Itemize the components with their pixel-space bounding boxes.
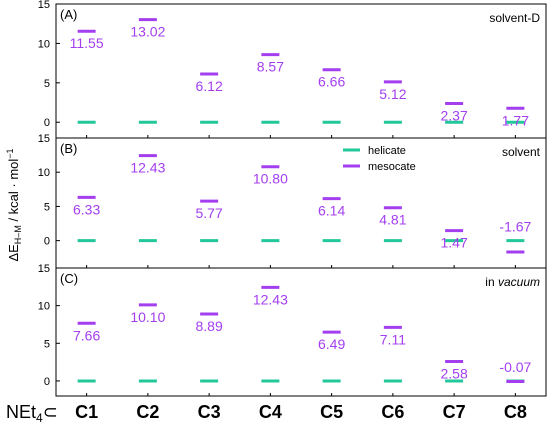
panel-label: (B) <box>60 141 77 156</box>
x-category-C5: C5 <box>320 402 343 422</box>
y-tick-label: 5 <box>44 338 50 350</box>
x-prefix-symbol: ⊂ <box>43 402 58 422</box>
y-tick-label: 15 <box>38 133 50 145</box>
y-tick-label: 10 <box>38 167 50 179</box>
x-prefix-label: NEt4⊂ <box>6 402 58 425</box>
y-tick-label: 15 <box>38 0 50 11</box>
value-label-C6: 4.81 <box>379 212 406 228</box>
x-category-C1: C1 <box>75 402 98 422</box>
value-label-C3: 5.77 <box>196 205 223 221</box>
value-label-C2: 10.10 <box>130 309 165 325</box>
panel-2: 0 5 10 15 (B) solvent 6.33 12.43 5.77 10.80 6.14 4.… <box>38 133 547 269</box>
y-tick-label: 0 <box>44 376 50 388</box>
value-label-C8: 1.77 <box>502 112 529 128</box>
panel-frame <box>55 137 547 269</box>
value-label-C3: 6.12 <box>196 78 223 94</box>
x-category-C6: C6 <box>381 402 404 422</box>
panel-condition-label: solvent <box>502 145 541 159</box>
value-label-C4: 8.57 <box>257 59 284 75</box>
value-label-C1: 6.33 <box>73 201 100 217</box>
panel-3: 0 5 10 15 (C) in vacuum 7.66 10.10 8.89 12.43 6.49… <box>38 263 547 397</box>
y-tick-label: 5 <box>44 201 50 213</box>
y-axis-label-sub: H–M <box>13 225 23 244</box>
y-axis-label-unit: / kcal · mol <box>6 159 21 226</box>
y-tick-label: 15 <box>38 263 50 275</box>
x-category-C8: C8 <box>504 402 527 422</box>
x-category-C4: C4 <box>259 402 282 422</box>
legend-mesocate-label: mesocate <box>368 161 416 173</box>
y-axis-label-sup: −1 <box>5 148 15 158</box>
panel-condition-label: in vacuum <box>485 275 540 289</box>
x-prefix-sub: 4 <box>36 411 43 425</box>
value-label-C2: 12.43 <box>130 160 165 176</box>
y-tick-label: 0 <box>44 236 50 248</box>
y-tick-label: 10 <box>38 38 50 50</box>
value-label-C4: 10.80 <box>253 171 288 187</box>
x-category-C7: C7 <box>443 402 466 422</box>
x-category-labels: C1 C2 C3 C4 C5 C6 C7 C8 <box>75 402 527 422</box>
panel-label: (C) <box>60 271 78 286</box>
x-category-C3: C3 <box>198 402 221 422</box>
x-prefix-main: NEt <box>6 402 36 422</box>
condition-italic: vacuum <box>498 275 540 289</box>
panel-condition-label: solvent-D <box>489 11 540 25</box>
value-label-C7: 2.37 <box>441 108 468 124</box>
value-label-C7: 1.47 <box>441 235 468 251</box>
value-label-C5: 6.66 <box>318 74 345 90</box>
x-category-C2: C2 <box>136 402 159 422</box>
value-label-C2: 13.02 <box>130 24 165 40</box>
panel-label: (A) <box>60 7 77 22</box>
y-tick-label: 0 <box>44 117 50 129</box>
value-label-C4: 12.43 <box>253 291 288 307</box>
value-label-C6: 7.11 <box>380 331 406 347</box>
y-tick-label: 5 <box>44 78 50 90</box>
panel-frame <box>55 267 547 397</box>
value-label-C1: 11.55 <box>70 35 104 51</box>
value-label-C8: -0.07 <box>499 359 531 375</box>
panels: 0 5 10 15 (A) solvent-D 11.55 13.02 6.12 8.57 6.66… <box>38 0 547 397</box>
legend-helicate-label: helicate <box>368 145 406 157</box>
value-label-C7: 2.58 <box>441 366 468 382</box>
condition-prefix: in <box>485 275 498 289</box>
y-tick-label: 10 <box>38 301 50 313</box>
value-label-C3: 8.89 <box>196 318 223 334</box>
y-axis-label: ΔEH–M / kcal · mol−1 <box>5 148 23 261</box>
panel-1: 0 5 10 15 (A) solvent-D 11.55 13.02 6.12 8.57 6.66… <box>38 0 547 139</box>
y-axis-label-main: ΔE <box>6 244 21 262</box>
value-label-C5: 6.49 <box>318 336 345 352</box>
value-label-C8: -1.67 <box>499 219 531 235</box>
value-label-C5: 6.14 <box>318 203 345 219</box>
legend: helicate mesocate <box>343 145 416 173</box>
value-label-C1: 7.66 <box>73 327 100 343</box>
value-label-C6: 5.12 <box>379 86 406 102</box>
